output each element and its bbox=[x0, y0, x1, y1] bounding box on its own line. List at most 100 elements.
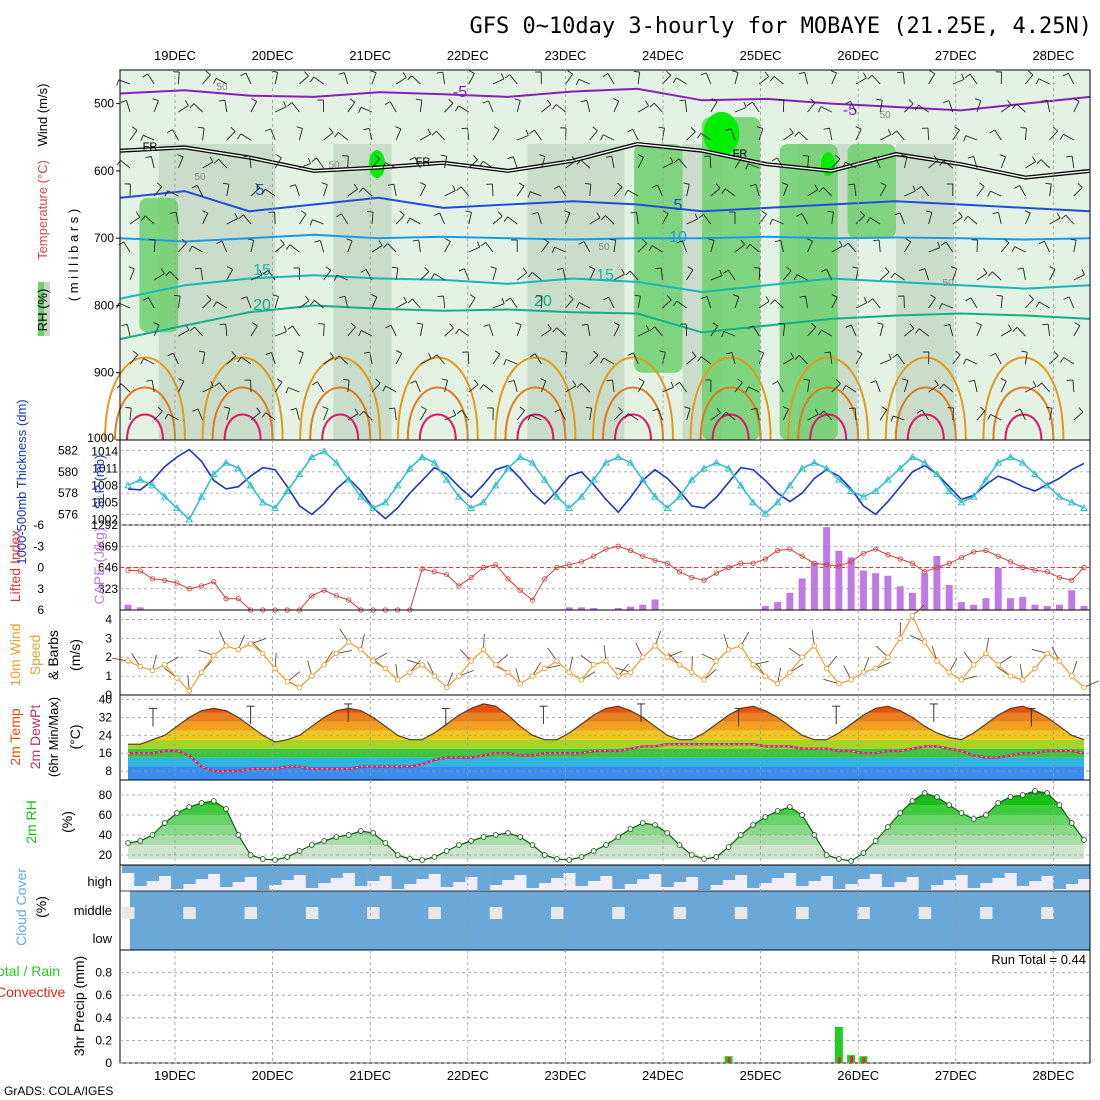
warm-isotherm-contour bbox=[809, 413, 848, 441]
wind-barb bbox=[492, 78, 505, 85]
wind-barb-flag bbox=[170, 211, 177, 214]
wind-barb-flag bbox=[781, 182, 788, 186]
wind-barb bbox=[613, 186, 623, 197]
slp-marker bbox=[430, 458, 439, 466]
wind-barb-flag bbox=[848, 183, 855, 186]
wind-barb-flag bbox=[461, 127, 468, 130]
rh2m-marker bbox=[394, 852, 401, 858]
wind-barb bbox=[202, 161, 214, 169]
lifted-index-tick-label: 6 bbox=[37, 603, 44, 617]
wind-barb-flag bbox=[750, 407, 757, 410]
slp-tick-label: 1014 bbox=[91, 444, 118, 458]
wind-barb bbox=[581, 383, 591, 393]
slp-marker bbox=[663, 503, 672, 511]
wind-barb bbox=[758, 267, 761, 281]
wind-barb-flag bbox=[772, 381, 778, 385]
wind-barb-flag bbox=[285, 387, 289, 394]
wind-barb-flag bbox=[189, 103, 195, 109]
slp-marker bbox=[651, 492, 659, 500]
wind-barb-flag bbox=[757, 126, 764, 130]
wind-barb bbox=[952, 354, 961, 365]
wind-barb-flag bbox=[468, 70, 475, 74]
wind-barb bbox=[468, 159, 478, 169]
warm-isotherm-contour bbox=[104, 356, 186, 441]
wind-barb bbox=[829, 128, 833, 141]
wind-barb bbox=[1000, 296, 1003, 309]
wind-barb-flag bbox=[553, 185, 560, 190]
wind-barb bbox=[323, 270, 332, 281]
cape-tick-label: 323 bbox=[98, 582, 118, 596]
wind-barb bbox=[118, 302, 131, 309]
wind-barb-flag bbox=[452, 185, 456, 191]
wind-barb bbox=[990, 190, 1002, 197]
y-tick-label: 80 bbox=[99, 788, 113, 802]
wind-barb-flag bbox=[437, 295, 444, 298]
wind-barb-flag bbox=[694, 213, 698, 220]
wind-barb bbox=[505, 359, 518, 365]
wind-barb-flag bbox=[939, 383, 945, 389]
high-cloud-bar bbox=[612, 865, 625, 889]
wind-barb bbox=[371, 382, 381, 393]
wind-speed-marker bbox=[541, 665, 548, 672]
wind-barb bbox=[855, 302, 867, 309]
wind-barb-flag bbox=[403, 296, 408, 303]
wind-barb bbox=[275, 106, 287, 113]
wind-barb-flag bbox=[525, 129, 529, 136]
wind-barb-flag bbox=[873, 239, 880, 242]
wind-barb bbox=[298, 352, 304, 365]
wind-barb bbox=[1000, 104, 1012, 113]
wind-speed-marker bbox=[1007, 673, 1014, 679]
isotherm-label: -5 bbox=[843, 102, 857, 119]
wind-speed-marker bbox=[615, 673, 622, 679]
wind-barb bbox=[613, 240, 617, 253]
wind-barb bbox=[1047, 324, 1051, 337]
wind-barb-flag bbox=[333, 274, 338, 281]
wind-barb bbox=[368, 128, 373, 141]
wind-barb bbox=[147, 297, 155, 309]
lifted-index-marker bbox=[725, 564, 732, 571]
wind-speed-marker bbox=[750, 662, 756, 668]
wind-barb bbox=[153, 186, 163, 197]
wind-speed-marker bbox=[836, 680, 842, 687]
wind-barb bbox=[928, 159, 939, 169]
wind-barb-flag bbox=[452, 409, 457, 416]
wind-barb bbox=[705, 72, 712, 85]
wind-barb bbox=[492, 215, 503, 225]
cape-bar bbox=[774, 602, 782, 610]
high-cloud-bar bbox=[857, 865, 870, 879]
wind-speed-marker bbox=[223, 643, 229, 649]
wind-barb-flag bbox=[440, 154, 447, 157]
lifted-index-marker bbox=[750, 560, 756, 566]
wind-barb bbox=[540, 156, 546, 169]
wind-barb-flag bbox=[237, 133, 242, 140]
lifted-index-marker bbox=[456, 583, 462, 589]
rh2m-marker bbox=[468, 838, 475, 844]
lifted-index-marker bbox=[542, 576, 548, 582]
lifted-index-marker bbox=[689, 574, 695, 581]
high-cloud-bar bbox=[465, 865, 478, 877]
wind-barb bbox=[250, 325, 258, 337]
wind-barb bbox=[807, 102, 816, 113]
high-cloud-bar bbox=[122, 865, 135, 873]
warm-isotherm-contour bbox=[592, 356, 674, 441]
wind-barb-flag bbox=[388, 407, 395, 410]
wind-barb bbox=[246, 296, 252, 309]
wind-barb bbox=[1000, 380, 1007, 393]
wind-barb bbox=[829, 352, 833, 365]
wind-barb-flag bbox=[140, 135, 144, 142]
wind-barb-flag bbox=[385, 324, 392, 329]
slp-marker bbox=[357, 492, 365, 500]
wind-barb-flag bbox=[690, 127, 696, 133]
rh-contour-label: 50 bbox=[942, 278, 954, 289]
slp-marker bbox=[847, 486, 855, 494]
wind-speed-marker bbox=[897, 635, 903, 642]
wind-barb-flag bbox=[560, 350, 567, 353]
slp-marker bbox=[1031, 469, 1039, 477]
wind-barb-flag bbox=[798, 71, 805, 75]
wind-barb-flag bbox=[142, 297, 149, 301]
wind-barb-flag bbox=[649, 102, 655, 108]
wind-barb-flag bbox=[1035, 301, 1040, 308]
wind-barb bbox=[752, 325, 760, 337]
wind-barb bbox=[879, 271, 890, 281]
wind-barb bbox=[801, 213, 808, 225]
